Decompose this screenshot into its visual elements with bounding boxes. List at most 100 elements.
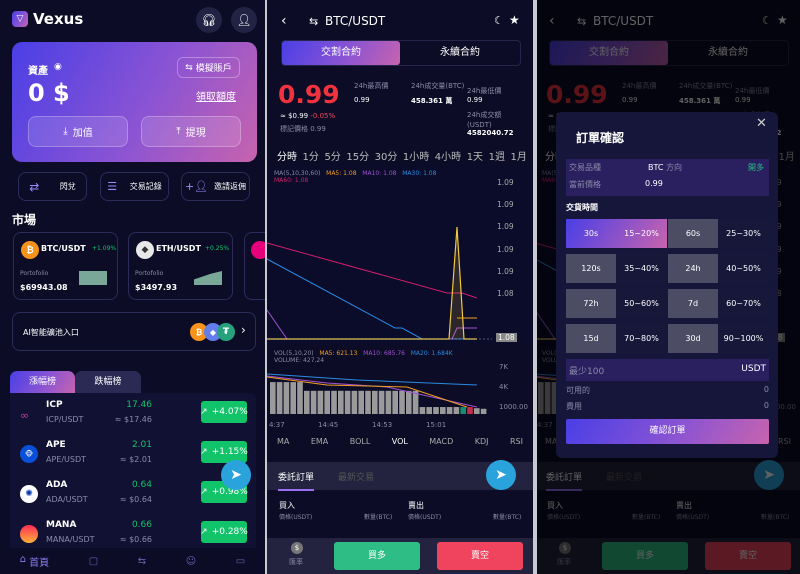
indicator-tabs: MA EMA BOLL VOL MACD KDJ RSI bbox=[277, 437, 523, 446]
delivery-option[interactable]: 15d 70~80% bbox=[566, 324, 667, 353]
volume-bar bbox=[317, 390, 324, 414]
volume-bar bbox=[385, 390, 392, 414]
delivery-option[interactable]: 7d 60~70% bbox=[668, 289, 769, 318]
moon-icon[interactable]: ☾ bbox=[494, 14, 504, 27]
delivery-option[interactable]: 30d 90~100% bbox=[668, 324, 769, 353]
delivery-option[interactable]: 24h 40~50% bbox=[668, 254, 769, 283]
delivery-option[interactable]: 120s 35~40% bbox=[566, 254, 667, 283]
timeframe-tab[interactable]: 1週 bbox=[488, 152, 505, 163]
amount-input[interactable]: 最少100 USDT bbox=[566, 359, 769, 381]
support-headset-icon[interactable]: 🎧︎ bbox=[196, 7, 222, 33]
nav-profile[interactable]: ☺ bbox=[186, 556, 196, 567]
timeframe-tab[interactable]: 1小時 bbox=[402, 152, 430, 163]
rate-label[interactable]: 匯率 bbox=[289, 558, 303, 566]
portfolio-label: Portofolio bbox=[135, 270, 164, 277]
timeframe-tab[interactable]: 分時 bbox=[277, 152, 297, 163]
volume-bar bbox=[304, 390, 310, 414]
market-card-next[interactable] bbox=[244, 232, 265, 300]
sell-short-button[interactable]: 賣空 bbox=[437, 542, 523, 570]
timeframe-tab[interactable]: 1天 bbox=[466, 152, 484, 163]
telegram-icon: ➤ bbox=[230, 467, 242, 483]
orders-icon: ▢ bbox=[88, 555, 99, 567]
tab-gainers[interactable]: 漲幅榜 bbox=[10, 371, 75, 393]
timeframe-tab[interactable]: 15分 bbox=[346, 152, 370, 163]
ai-pool-entry[interactable]: AI智能礦池入口 ₿ ◆ ₮ › bbox=[12, 312, 256, 351]
delivery-option[interactable]: 60s 25~30% bbox=[668, 219, 769, 248]
nav-orders[interactable]: ▢ bbox=[89, 556, 98, 567]
swap-icon: ⇄ bbox=[29, 179, 40, 194]
stat-label: 24h最高價 bbox=[354, 82, 389, 90]
price-tick: 1.09 bbox=[497, 200, 514, 210]
dollar-icon[interactable]: $ bbox=[291, 542, 303, 554]
buy-long-button[interactable]: 買多 bbox=[334, 542, 420, 570]
volume-bar bbox=[467, 407, 473, 414]
telegram-button[interactable]: ➤ bbox=[486, 460, 516, 490]
current-price-value: 0.99 bbox=[645, 179, 663, 188]
demo-account-button[interactable]: ⇆ 模擬賬戶 bbox=[177, 57, 240, 78]
indicator-tab[interactable]: MA bbox=[277, 437, 290, 446]
list-item[interactable]: 🐵︎ APE APE/USDT 2.01 ≈ $2.01 ↗ +1.15% bbox=[10, 439, 256, 473]
volume-chart: VOL(5,10,20) MA5: 621.13 MA10: 685.76 MA… bbox=[267, 347, 533, 429]
nav-wallet[interactable]: ▭ bbox=[236, 556, 245, 567]
mark-price: 標記價格 0.99 bbox=[280, 125, 326, 133]
star-icon[interactable]: ★ bbox=[509, 13, 520, 27]
indicator-tab[interactable]: EMA bbox=[310, 437, 329, 446]
tab-perpetual-contract[interactable]: 永續合約 bbox=[440, 47, 480, 58]
timeframe-tab[interactable]: 1分 bbox=[302, 152, 319, 163]
volume-bar bbox=[480, 408, 487, 414]
user-settings-icon[interactable]: 👤︎ bbox=[231, 7, 257, 33]
tab-open-orders[interactable]: 委託訂單 bbox=[278, 470, 315, 491]
delivery-option[interactable]: 30s 15~20% bbox=[566, 219, 667, 248]
timeframe-tab[interactable]: 5分 bbox=[324, 152, 341, 163]
market-change: +0.25% bbox=[205, 245, 230, 252]
list-item[interactable]: ∞ ICP ICP/USDT 17.46 ≈ $17.46 ↗ +4.07% bbox=[10, 399, 256, 433]
vol-ma5-legend: MA5: 621.13 bbox=[319, 350, 358, 357]
tab-delivery-contract[interactable]: 交割合約 bbox=[282, 41, 400, 65]
ma60-line bbox=[267, 242, 478, 299]
asset-card: 資產 ◉ 0 $ ⇆ 模擬賬戶 領取額度 ⤓ 加值 ⤒ 提現 bbox=[12, 42, 257, 162]
action-swap[interactable]: ⇄ 閃兌 bbox=[18, 172, 87, 201]
coin-price: 0.64 bbox=[131, 480, 152, 490]
nav-home[interactable]: ⌂ 首頁 bbox=[20, 554, 49, 569]
swap-pair-icon[interactable]: ⇆ bbox=[309, 15, 319, 28]
action-label: 交易記錄 bbox=[129, 182, 162, 191]
eye-icon[interactable]: ◉ bbox=[54, 62, 62, 72]
ma60-legend: MA60: 1.08 bbox=[274, 177, 309, 184]
list-item[interactable]: MANA MANA/USDT 0.66 ≈ $0.66 ↗ +0.28% bbox=[10, 519, 256, 553]
indicator-tab[interactable]: MACD bbox=[429, 437, 454, 446]
timeframe-tab[interactable]: 30分 bbox=[374, 152, 398, 163]
timeframe-tab[interactable]: 4小時 bbox=[434, 152, 462, 163]
ma10-legend: MA10: 1.08 bbox=[362, 170, 397, 177]
delivery-option[interactable]: 72h 50~60% bbox=[566, 289, 667, 318]
volume-bar bbox=[474, 408, 480, 414]
tab-losers[interactable]: 跌幅榜 bbox=[75, 371, 141, 393]
market-card-eth[interactable]: ◆ ETH/USDT +0.25% Portofolio $3497.93 bbox=[128, 232, 233, 300]
withdraw-button[interactable]: ⤒ 提現 bbox=[141, 116, 241, 147]
list-item[interactable]: ✺ ADA ADA/USDT 0.64 ≈ $0.64 ↗ +0.98% bbox=[10, 479, 256, 513]
volume-bar bbox=[358, 390, 364, 414]
action-records[interactable]: ☰ 交易記錄 bbox=[100, 172, 169, 201]
market-card-btc[interactable]: ₿ BTC/USDT +1.09% Portofolio $69943.08 bbox=[13, 232, 118, 300]
tab-latest-trades[interactable]: 最新交易 bbox=[338, 473, 375, 483]
nav-trade[interactable]: ⇆ bbox=[138, 556, 146, 567]
deposit-button[interactable]: ⤓ 加值 bbox=[28, 116, 128, 147]
indicator-tab[interactable]: VOL bbox=[391, 437, 408, 446]
amount-unit: USDT bbox=[741, 364, 766, 374]
action-invite[interactable]: +👤︎ 邀請返佣 bbox=[181, 172, 250, 201]
indicator-tab[interactable]: KDJ bbox=[474, 437, 489, 446]
price-chart[interactable]: MA(5,10,30,60) MA5: 1.08 MA10: 1.08 MA30… bbox=[267, 165, 533, 345]
claim-quota-link[interactable]: 領取額度 bbox=[196, 92, 236, 103]
close-icon[interactable]: ✕ bbox=[756, 116, 767, 131]
swap-arrows-icon: ⇆ bbox=[185, 62, 193, 73]
telegram-button[interactable]: ➤ bbox=[221, 460, 251, 490]
vol-ma20-legend: MA20: 1.684K bbox=[410, 350, 453, 357]
fee-value: 0 bbox=[763, 401, 769, 410]
indicator-tab[interactable]: BOLL bbox=[349, 437, 371, 446]
buy-header: 買入 bbox=[279, 501, 295, 510]
timeframe-tab[interactable]: 1月 bbox=[510, 152, 527, 163]
time-tick: 14:45 bbox=[318, 421, 339, 429]
back-icon[interactable]: ‹ bbox=[281, 13, 287, 29]
indicator-tab[interactable]: RSI bbox=[509, 437, 523, 446]
trade-screen: ‹ ⇆ BTC/USDT ☾ ★ 交割合約 永續合約 0.99 ≈ $0.99 … bbox=[267, 0, 533, 574]
confirm-order-button[interactable]: 確認訂單 bbox=[566, 419, 769, 444]
